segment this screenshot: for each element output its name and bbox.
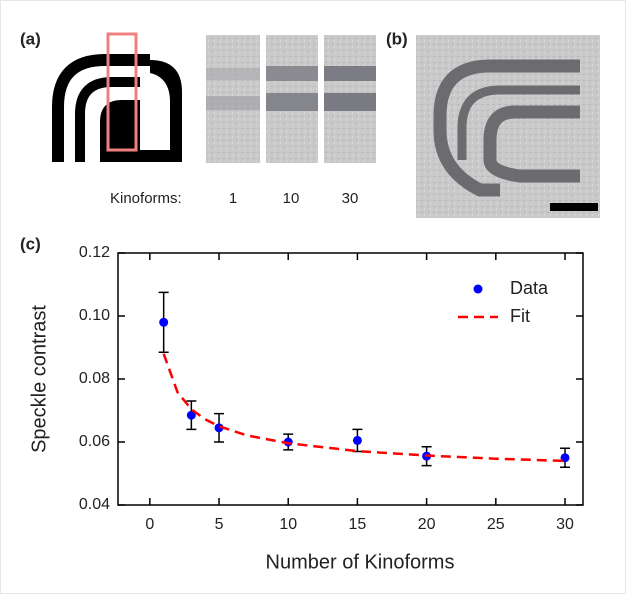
panel-label: (b) [386, 29, 408, 48]
strip-images [206, 35, 376, 163]
panel-label: (a) [20, 29, 41, 48]
y-tick-label: 0.08 [79, 370, 110, 387]
y-tick-label: 0.10 [79, 307, 110, 324]
x-tick-label: 5 [215, 516, 224, 533]
column-label: 10 [283, 190, 300, 207]
legend-label: Data [510, 278, 549, 298]
x-tick-label: 10 [279, 516, 297, 533]
x-tick-label: 25 [487, 516, 505, 533]
column-label: 30 [342, 190, 359, 207]
y-tick-label: 0.12 [79, 244, 110, 261]
column-label: 1 [229, 190, 237, 207]
logo [52, 54, 182, 162]
y-tick-label: 0.04 [79, 496, 110, 513]
x-tick-label: 0 [145, 516, 154, 533]
x-axis-label: Number of Kinoforms [266, 551, 455, 573]
y-tick-label: 0.06 [79, 433, 110, 450]
photo [416, 35, 600, 218]
data-point [352, 435, 362, 445]
row-label: Kinoforms: [110, 190, 182, 207]
x-tick-label: 20 [418, 516, 436, 533]
legend-marker [473, 284, 483, 294]
panel-label: (c) [20, 234, 41, 253]
selection-box [106, 32, 138, 152]
data-point [159, 317, 169, 327]
data-point [186, 410, 196, 420]
y-axis-label: Speckle contrast [28, 305, 50, 453]
x-tick-label: 15 [349, 516, 367, 533]
data-point [214, 423, 224, 433]
fit-line [162, 353, 566, 463]
x-tick-label: 30 [556, 516, 574, 533]
legend-label: Fit [510, 306, 530, 326]
